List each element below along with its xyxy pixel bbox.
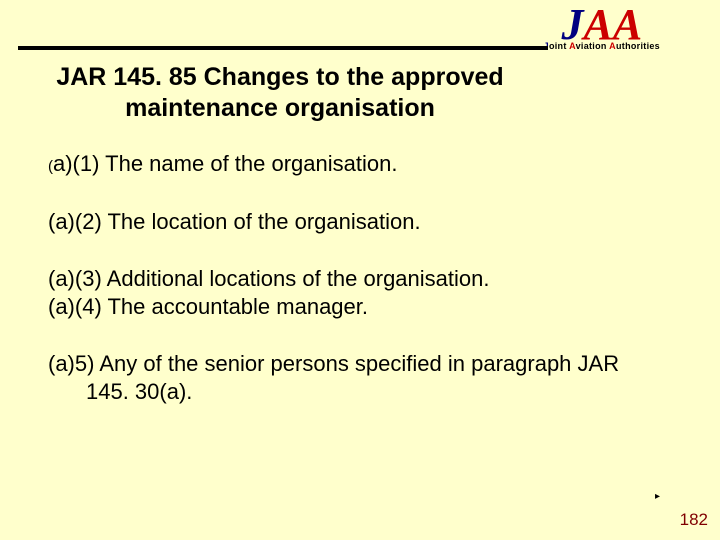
body-content: (a)(1) The name of the organisation. (a)… — [48, 150, 660, 435]
para-a2-text: (a)(2) The location of the organisation. — [48, 209, 421, 234]
para-a3: (a)(3) Additional locations of the organ… — [48, 265, 660, 293]
title-line-2: maintenance organisation — [125, 94, 435, 122]
logo-sub-a2: A — [609, 41, 616, 51]
para-a4-text: (a)(4) The accountable manager. — [48, 294, 368, 319]
para-a1-text: a)(1) The name of the organisation. — [53, 151, 397, 176]
logo-text: JAA — [544, 6, 660, 43]
logo-sub-uthorities: uthorities — [616, 41, 660, 51]
logo-subtitle: Joint Aviation Authorities — [544, 41, 660, 51]
para-a5: (a)5) Any of the senior persons specifie… — [48, 350, 660, 405]
para-a4: (a)(4) The accountable manager. — [48, 293, 660, 321]
para-a3-a4-group: (a)(3) Additional locations of the organ… — [48, 265, 660, 320]
logo-sub-oint: oint — [549, 41, 569, 51]
logo-sub-viation: viation — [576, 41, 610, 51]
page-title: JAR 145. 85 Changes to the approved main… — [0, 62, 560, 125]
para-a3-text: (a)(3) Additional locations of the organ… — [48, 266, 489, 291]
page-number: 182 — [680, 510, 708, 530]
logo: JAA Joint Aviation Authorities — [544, 6, 660, 51]
title-line-1: JAR 145. 85 Changes to the approved — [56, 63, 503, 91]
para-a5-text: (a)5) Any of the senior persons specifie… — [48, 351, 619, 404]
next-arrow-icon: ▸ — [655, 491, 660, 502]
horizontal-rule — [18, 46, 548, 50]
para-a1: (a)(1) The name of the organisation. — [48, 150, 660, 178]
para-a2: (a)(2) The location of the organisation. — [48, 208, 660, 236]
